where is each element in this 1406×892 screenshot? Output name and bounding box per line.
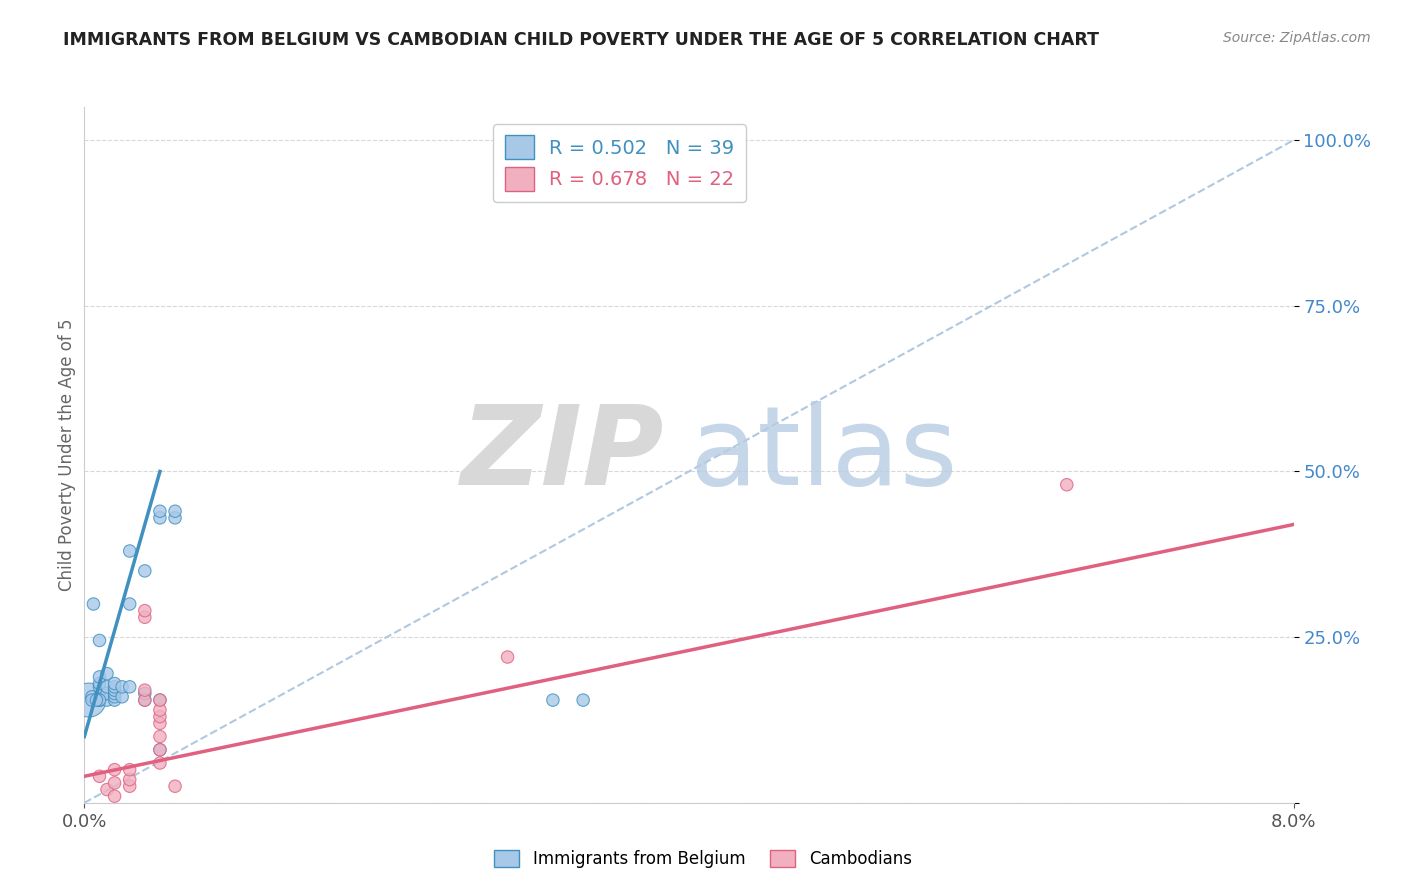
Point	[89, 680, 111, 694]
Point	[104, 676, 127, 690]
Point	[89, 690, 111, 704]
Point	[104, 776, 127, 790]
Point	[134, 693, 156, 707]
Point	[165, 504, 187, 518]
Point	[134, 610, 156, 624]
Point	[86, 693, 108, 707]
Point	[134, 564, 156, 578]
Point	[149, 693, 172, 707]
Point	[80, 693, 103, 707]
Point	[89, 670, 111, 684]
Point	[149, 504, 172, 518]
Point	[134, 683, 156, 698]
Point	[134, 686, 156, 700]
Text: IMMIGRANTS FROM BELGIUM VS CAMBODIAN CHILD POVERTY UNDER THE AGE OF 5 CORRELATIO: IMMIGRANTS FROM BELGIUM VS CAMBODIAN CHI…	[63, 31, 1099, 49]
Point	[165, 511, 187, 525]
Point	[149, 693, 172, 707]
Point	[149, 511, 172, 525]
Point	[96, 680, 118, 694]
Point	[149, 716, 172, 731]
Point	[96, 782, 118, 797]
Point	[149, 730, 172, 744]
Point	[165, 779, 187, 793]
Point	[134, 604, 156, 618]
Point	[149, 743, 172, 757]
Legend: Immigrants from Belgium, Cambodians: Immigrants from Belgium, Cambodians	[488, 843, 918, 875]
Point	[572, 693, 595, 707]
Point	[118, 544, 141, 558]
Point	[104, 680, 127, 694]
Point	[89, 693, 111, 707]
Point	[111, 680, 134, 694]
Text: Source: ZipAtlas.com: Source: ZipAtlas.com	[1223, 31, 1371, 45]
Point	[104, 693, 127, 707]
Text: ZIP: ZIP	[461, 401, 665, 508]
Point	[82, 597, 104, 611]
Point	[149, 743, 172, 757]
Point	[89, 676, 111, 690]
Point	[96, 686, 118, 700]
Y-axis label: Child Poverty Under the Age of 5: Child Poverty Under the Age of 5	[58, 318, 76, 591]
Point	[96, 693, 118, 707]
Point	[89, 633, 111, 648]
Point	[118, 779, 141, 793]
Point	[77, 693, 100, 707]
Point	[149, 703, 172, 717]
Point	[104, 686, 127, 700]
Point	[118, 597, 141, 611]
Point	[496, 650, 519, 665]
Point	[104, 789, 127, 804]
Legend: R = 0.502   N = 39, R = 0.678   N = 22: R = 0.502 N = 39, R = 0.678 N = 22	[494, 124, 747, 202]
Point	[80, 690, 103, 704]
Point	[111, 690, 134, 704]
Point	[134, 693, 156, 707]
Point	[149, 709, 172, 723]
Point	[1056, 477, 1078, 491]
Point	[104, 683, 127, 698]
Point	[104, 763, 127, 777]
Point	[149, 756, 172, 770]
Text: atlas: atlas	[689, 401, 957, 508]
Point	[118, 763, 141, 777]
Point	[89, 769, 111, 783]
Point	[541, 693, 564, 707]
Point	[89, 693, 111, 707]
Point	[89, 693, 111, 707]
Point	[96, 666, 118, 681]
Point	[104, 690, 127, 704]
Point	[118, 772, 141, 787]
Point	[118, 680, 141, 694]
